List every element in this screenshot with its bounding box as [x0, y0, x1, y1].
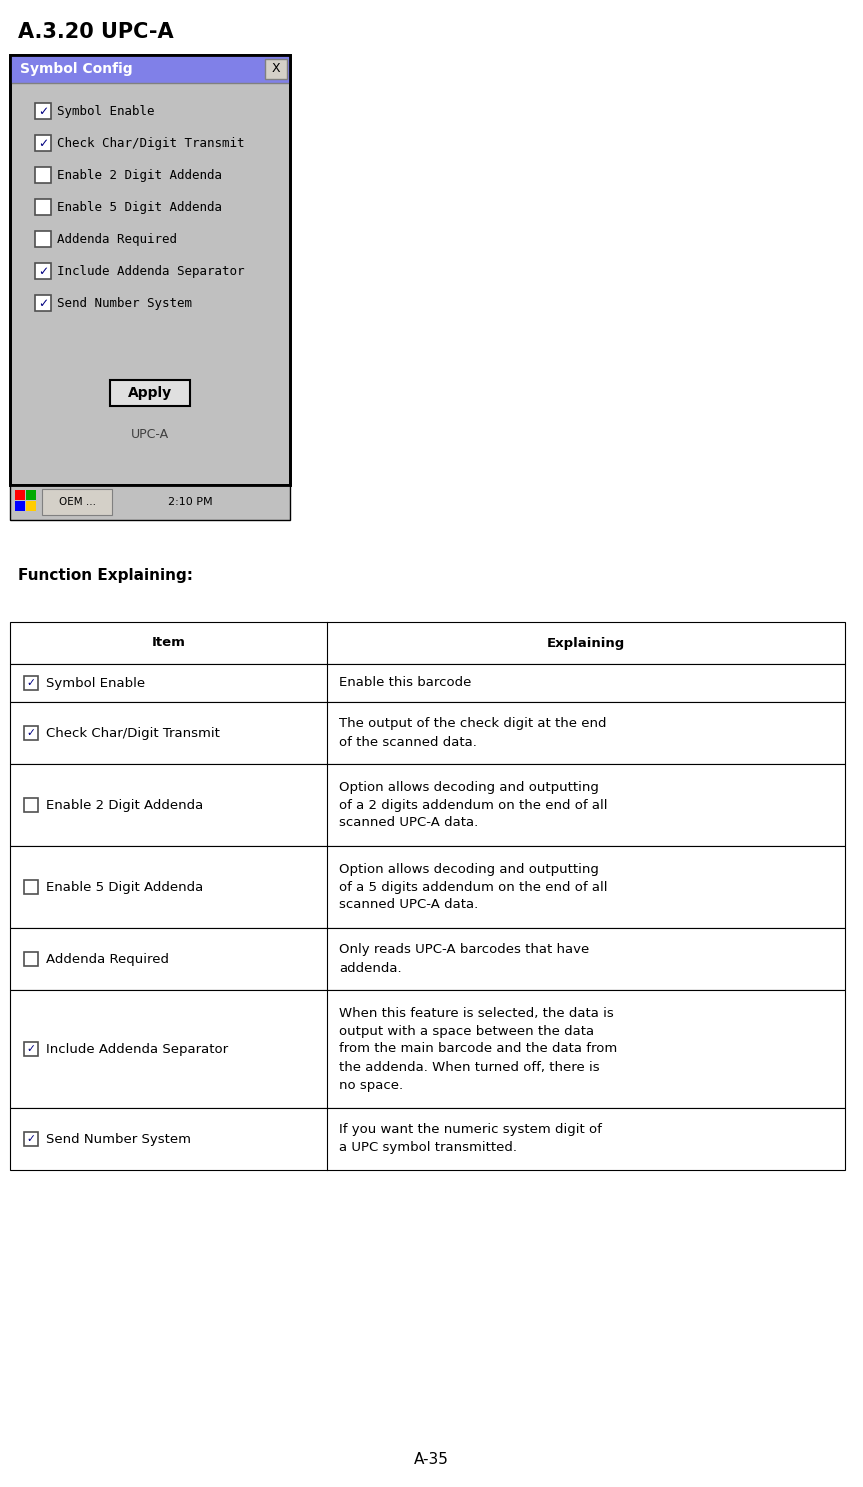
Bar [10, 665, 845, 702]
Text: of the scanned data.: of the scanned data. [339, 736, 477, 748]
Text: ✓: ✓ [27, 1044, 35, 1054]
Bar [24, 799, 38, 812]
Text: ✓: ✓ [38, 137, 48, 150]
Text: Send Number System: Send Number System [46, 1133, 191, 1145]
Text: ✓: ✓ [27, 729, 35, 738]
Text: Option allows decoding and outputting: Option allows decoding and outputting [339, 781, 599, 794]
Text: no space.: no space. [339, 1078, 403, 1091]
Text: UPC-A: UPC-A [131, 427, 169, 440]
Text: Option allows decoding and outputting: Option allows decoding and outputting [339, 862, 599, 876]
Bar [24, 952, 38, 967]
Text: Enable 5 Digit Addenda: Enable 5 Digit Addenda [57, 201, 222, 214]
Text: Check Char/Digit Transmit: Check Char/Digit Transmit [57, 137, 244, 150]
Bar [10, 485, 290, 520]
Text: ✓: ✓ [27, 1135, 35, 1144]
Text: Check Char/Digit Transmit: Check Char/Digit Transmit [46, 727, 220, 739]
Text: from the main barcode and the data from: from the main barcode and the data from [339, 1042, 618, 1056]
Text: Only reads UPC-A barcodes that have: Only reads UPC-A barcodes that have [339, 943, 589, 956]
Bar [10, 928, 845, 990]
Bar [35, 294, 51, 311]
Text: Enable this barcode: Enable this barcode [339, 677, 472, 690]
Text: output with a space between the data: output with a space between the data [339, 1025, 595, 1038]
Text: 2:10 PM: 2:10 PM [167, 497, 212, 507]
Bar [35, 199, 51, 216]
Bar [10, 622, 845, 665]
Bar [42, 489, 112, 515]
Text: Function Explaining:: Function Explaining: [18, 568, 193, 583]
Text: Item: Item [152, 636, 186, 650]
Bar [10, 55, 290, 83]
Text: Explaining: Explaining [547, 636, 626, 650]
Text: of a 2 digits addendum on the end of all: of a 2 digits addendum on the end of all [339, 799, 608, 812]
Text: the addenda. When turned off, there is: the addenda. When turned off, there is [339, 1060, 600, 1074]
Text: Enable 2 Digit Addenda: Enable 2 Digit Addenda [57, 168, 222, 181]
Text: ✓: ✓ [38, 104, 48, 117]
Text: A-35: A-35 [414, 1453, 449, 1468]
Bar [26, 501, 36, 512]
Bar [26, 491, 36, 500]
Bar [24, 726, 38, 741]
Text: Symbol Enable: Symbol Enable [46, 677, 145, 690]
Bar [10, 55, 290, 485]
Text: Include Addenda Separator: Include Addenda Separator [57, 265, 244, 278]
Text: ✓: ✓ [38, 265, 48, 278]
Bar [15, 491, 25, 500]
Bar [35, 135, 51, 152]
Bar [10, 702, 845, 764]
Text: Enable 5 Digit Addenda: Enable 5 Digit Addenda [46, 880, 204, 894]
Bar [10, 990, 845, 1108]
Bar [24, 677, 38, 690]
Bar [10, 846, 845, 928]
Text: ✓: ✓ [27, 678, 35, 688]
Text: Addenda Required: Addenda Required [46, 953, 169, 965]
Bar [35, 103, 51, 119]
Text: Addenda Required: Addenda Required [57, 232, 177, 245]
Bar [10, 1108, 845, 1170]
Text: scanned UPC-A data.: scanned UPC-A data. [339, 816, 479, 830]
Bar [24, 1042, 38, 1056]
Text: Symbol Enable: Symbol Enable [57, 104, 154, 117]
Text: a UPC symbol transmitted.: a UPC symbol transmitted. [339, 1142, 517, 1154]
Text: addenda.: addenda. [339, 962, 402, 974]
Text: A.3.20 UPC-A: A.3.20 UPC-A [18, 22, 173, 42]
Text: X: X [272, 62, 280, 76]
Text: ✓: ✓ [38, 296, 48, 309]
Bar [10, 764, 845, 846]
Bar [35, 167, 51, 183]
Bar [110, 381, 190, 406]
Bar [10, 55, 290, 485]
Text: Include Addenda Separator: Include Addenda Separator [46, 1042, 228, 1056]
Text: OEM ...: OEM ... [59, 497, 96, 507]
Bar [35, 263, 51, 280]
Bar [265, 59, 287, 79]
Text: When this feature is selected, the data is: When this feature is selected, the data … [339, 1007, 614, 1020]
Bar [15, 501, 25, 512]
Text: Send Number System: Send Number System [57, 296, 192, 309]
Text: of a 5 digits addendum on the end of all: of a 5 digits addendum on the end of all [339, 880, 608, 894]
Bar [24, 880, 38, 894]
Bar [35, 230, 51, 247]
Text: Enable 2 Digit Addenda: Enable 2 Digit Addenda [46, 799, 204, 812]
Text: Symbol Config: Symbol Config [20, 62, 133, 76]
Text: The output of the check digit at the end: The output of the check digit at the end [339, 718, 607, 730]
Text: Apply: Apply [128, 387, 172, 400]
Text: scanned UPC-A data.: scanned UPC-A data. [339, 898, 479, 912]
Bar [24, 1132, 38, 1146]
Text: If you want the numeric system digit of: If you want the numeric system digit of [339, 1124, 602, 1136]
